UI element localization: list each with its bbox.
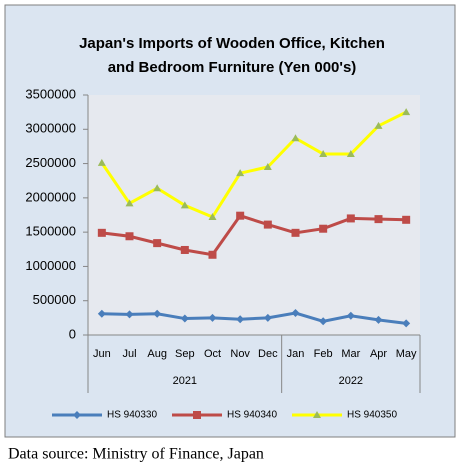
y-tick-label: 1500000 — [25, 224, 76, 239]
data-point — [346, 214, 355, 223]
y-tick-label: 2500000 — [25, 155, 76, 170]
x-group-label: 2022 — [339, 375, 363, 387]
data-point — [402, 319, 411, 328]
data-point — [180, 201, 189, 209]
x-tick-label: May — [396, 348, 417, 360]
source-note: Data source: Ministry of Finance, Japan — [8, 446, 264, 463]
data-point — [374, 215, 383, 224]
x-tick-label: Oct — [204, 348, 221, 360]
x-tick-label: Sep — [175, 348, 195, 360]
data-point — [208, 250, 217, 259]
data-point — [208, 213, 217, 221]
data-point — [236, 169, 245, 177]
x-group-label: 2021 — [173, 375, 197, 387]
data-point — [236, 315, 245, 324]
data-point — [263, 163, 272, 170]
data-point — [97, 158, 106, 166]
data-point — [153, 239, 162, 248]
x-tick-label: Dec — [258, 348, 278, 360]
data-point — [125, 232, 134, 241]
data-point — [97, 309, 106, 318]
plot-area — [88, 95, 420, 335]
x-tick-label: Feb — [314, 348, 333, 360]
x-tick-label: Mar — [341, 348, 360, 360]
x-tick-label: Nov — [230, 348, 250, 360]
y-tick-label: 2000000 — [25, 189, 76, 204]
data-point — [263, 313, 272, 322]
x-tick-label: Jul — [122, 348, 136, 360]
data-point — [291, 134, 300, 142]
data-point — [402, 108, 411, 116]
series-line — [101, 213, 407, 257]
data-point — [125, 310, 134, 319]
data-point — [153, 309, 162, 318]
y-tick-label: 0 — [69, 326, 76, 341]
x-tick-label: Aug — [147, 348, 167, 360]
data-point — [319, 149, 328, 157]
data-point — [374, 315, 383, 324]
data-point — [346, 149, 355, 157]
y-tick-label: 500000 — [33, 292, 76, 307]
legend-marker — [313, 411, 321, 418]
data-point — [180, 245, 189, 254]
data-point — [236, 211, 245, 220]
legend-label: HS 940330 — [107, 410, 157, 421]
y-tick-label: 1000000 — [25, 258, 76, 273]
x-tick-label: Apr — [370, 348, 387, 360]
data-point — [125, 199, 134, 207]
legend-label: HS 940340 — [227, 410, 277, 421]
data-point — [319, 317, 328, 326]
data-point — [263, 220, 272, 229]
data-point — [153, 184, 162, 192]
data-point — [291, 309, 300, 318]
data-point — [374, 121, 383, 129]
data-point — [291, 228, 300, 237]
legend-label: HS 940350 — [347, 410, 397, 421]
legend-marker — [193, 411, 201, 419]
data-point — [97, 228, 106, 237]
data-point — [180, 314, 189, 323]
x-tick-label: Jan — [287, 348, 305, 360]
x-tick-label: Jun — [93, 348, 111, 360]
y-tick-label: 3500000 — [25, 86, 76, 101]
y-tick-label: 3000000 — [25, 121, 76, 136]
data-point — [319, 224, 328, 233]
chart-title: and Bedroom Furniture (Yen 000's) — [108, 59, 357, 76]
series-line — [101, 311, 407, 325]
legend-marker — [73, 411, 81, 419]
chart-title: Japan's Imports of Wooden Office, Kitche… — [79, 35, 385, 52]
data-point — [402, 215, 411, 224]
data-point — [208, 313, 217, 322]
data-point — [346, 311, 355, 320]
series-line — [100, 110, 407, 219]
